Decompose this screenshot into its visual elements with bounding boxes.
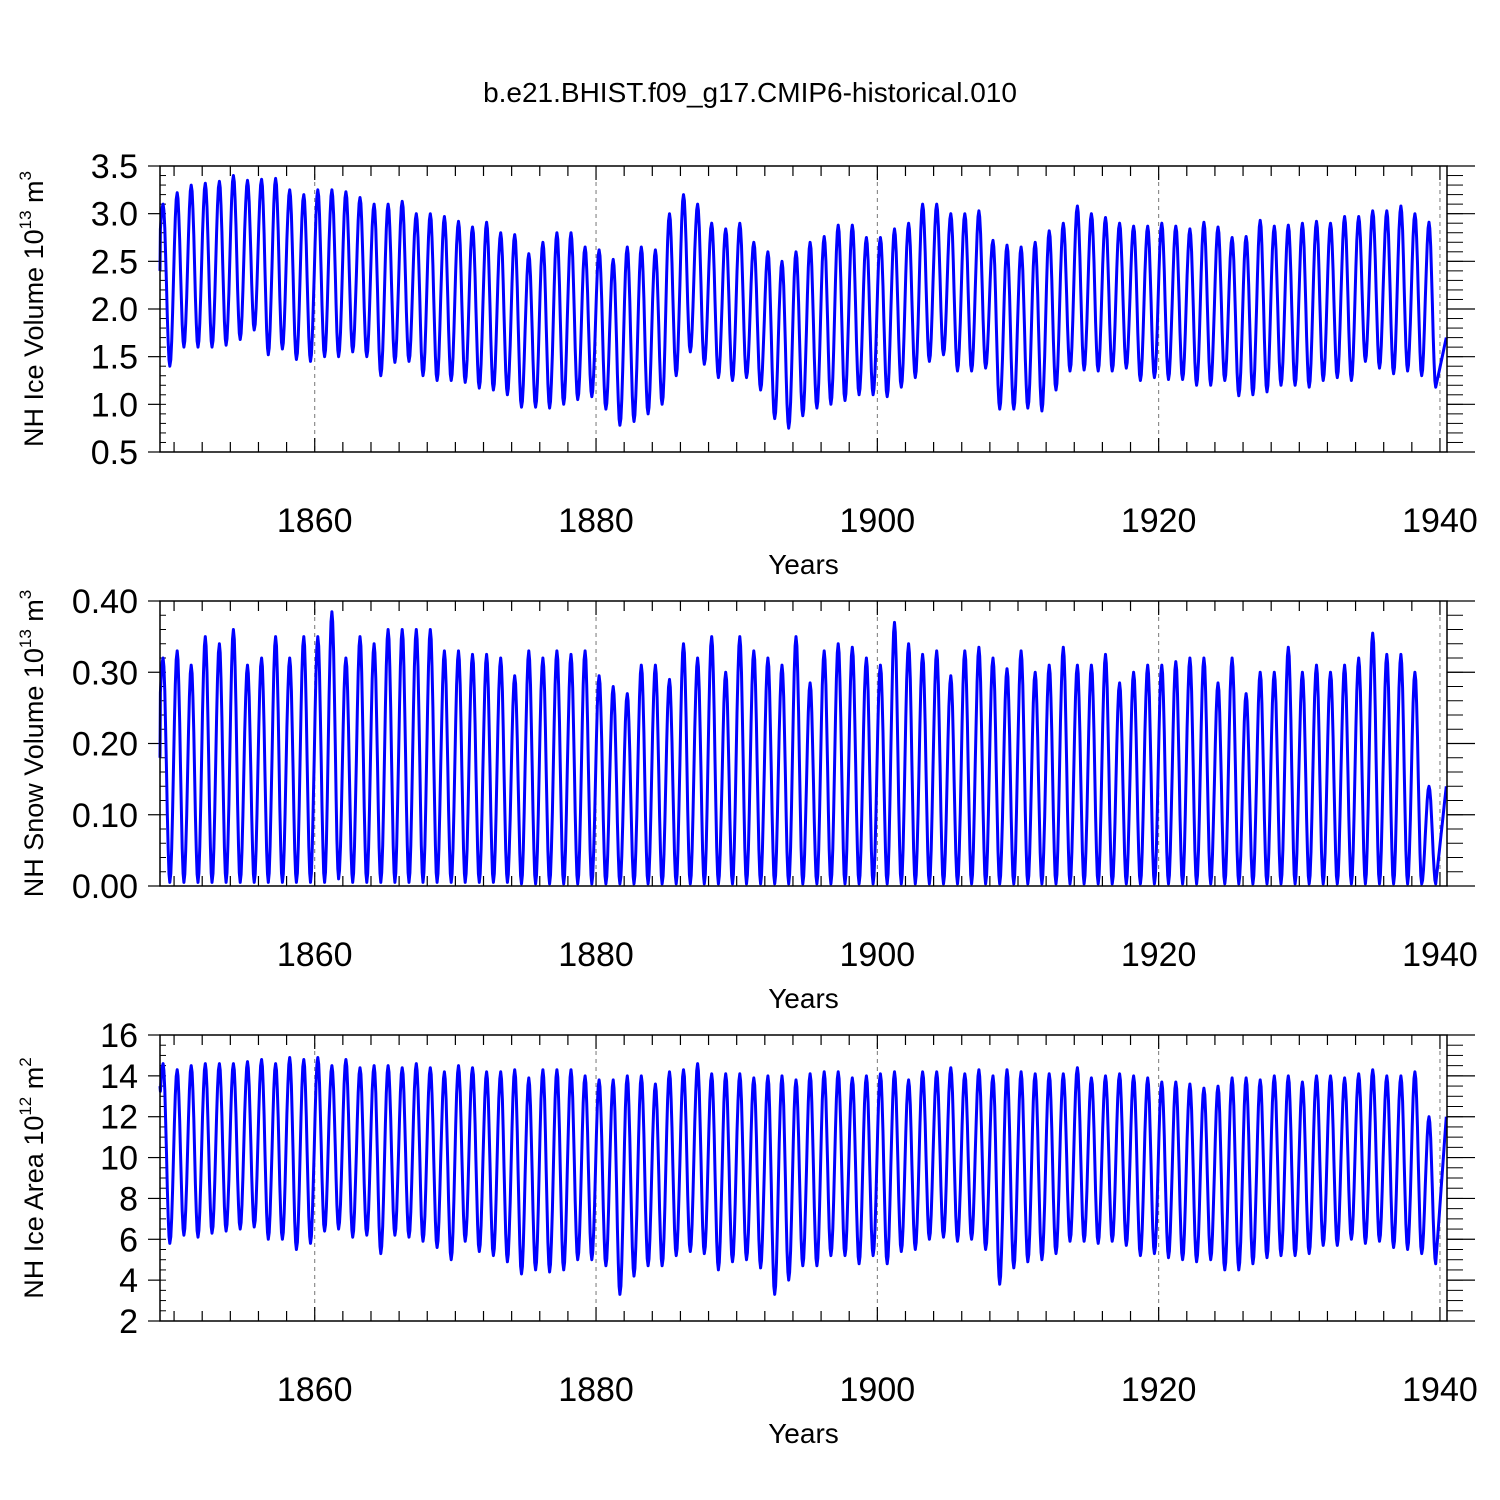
ice-area-x-axis-label: Years [768,1418,839,1449]
chart-title: b.e21.BHIST.f09_g17.CMIP6-historical.010 [483,77,1017,108]
x-tick-label: 1920 [1121,1371,1197,1409]
y-tick-label: 1.5 [91,339,138,377]
y-tick-label: 0.30 [72,654,138,692]
x-tick-label: 1940 [1402,502,1478,540]
ice-area-y-axis-label: NH Ice Area 1012 m2 [16,1057,49,1298]
ice-volume-x-axis-label: Years [768,549,839,580]
x-tick-label: 1880 [558,936,634,974]
ice-area-ticks [148,1034,1475,1322]
x-tick-label: 1880 [558,502,634,540]
ice-volume-y-tick-labels: 0.5 1.0 1.5 2.0 2.5 3.0 3.5 [91,148,138,472]
x-tick-label: 1920 [1121,936,1197,974]
snow-volume-ticks [148,600,1475,887]
y-tick-label: 4 [119,1262,138,1300]
snow-volume-panel: 0.00 0.10 0.20 0.30 0.40 1860 1880 1900 1920 194… [16,583,1478,1014]
ice-area-plot-frame [159,1034,1448,1322]
y-tick-label: 8 [119,1180,138,1218]
y-tick-label: 12 [100,1099,138,1137]
x-tick-label: 1920 [1121,502,1197,540]
x-tick-label: 1880 [558,1371,634,1409]
x-tick-label: 1860 [277,502,353,540]
y-tick-label: 3.0 [91,196,138,234]
ice-volume-plot-frame [159,165,1448,453]
y-tick-label: 0.00 [72,868,138,906]
y-tick-label: 14 [100,1058,138,1096]
y-tick-label: 0.20 [72,726,138,764]
x-tick-label: 1900 [840,502,916,540]
x-tick-label: 1940 [1402,936,1478,974]
x-tick-label: 1860 [277,1371,353,1409]
x-tick-label: 1900 [840,1371,916,1409]
snow-volume-x-tick-labels: 1860 1880 1900 1920 1940 [277,936,1478,974]
y-tick-label: 3.5 [91,148,138,186]
y-tick-label: 10 [100,1140,138,1178]
y-tick-label: 2 [119,1303,138,1341]
ice-area-x-tick-labels: 1860 1880 1900 1920 1940 [277,1371,1478,1409]
snow-volume-series-line [158,610,1448,886]
ice-volume-ticks [148,165,1475,453]
snow-volume-plot-frame [159,600,1448,887]
y-tick-label: 16 [100,1017,138,1055]
y-tick-label: 2.0 [91,291,138,329]
snow-volume-y-tick-labels: 0.00 0.10 0.20 0.30 0.40 [72,583,138,906]
snow-volume-x-axis-label: Years [768,983,839,1014]
ice-volume-y-axis-label: NH Ice Volume 1013 m3 [16,171,49,447]
ice-volume-panel: 0.5 1.0 1.5 2.0 2.5 3.0 3.5 1860 1880 1900 1920 19… [16,148,1478,580]
y-tick-label: 1.0 [91,386,138,424]
snow-volume-y-axis-label: NH Snow Volume 1013 m3 [16,590,49,898]
y-tick-label: 0.5 [91,434,138,472]
ice-volume-x-tick-labels: 1860 1880 1900 1920 1940 [277,502,1478,540]
y-tick-label: 0.40 [72,583,138,621]
y-tick-label: 2.5 [91,243,138,281]
x-tick-label: 1860 [277,936,353,974]
ice-volume-series-line [158,174,1448,430]
x-tick-label: 1900 [840,936,916,974]
x-tick-label: 1940 [1402,1371,1478,1409]
ice-area-series-line [158,1056,1448,1296]
y-tick-label: 0.10 [72,797,138,835]
y-tick-label: 6 [119,1221,138,1259]
